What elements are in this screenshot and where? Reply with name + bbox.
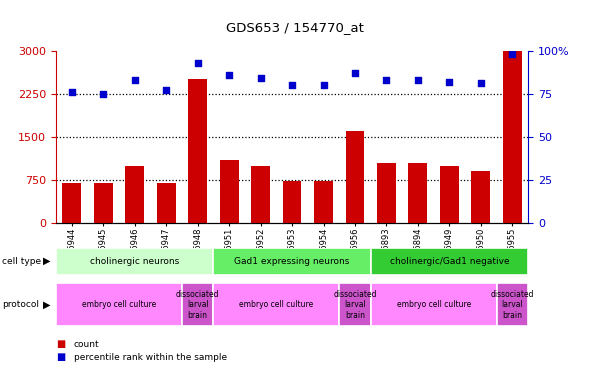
Text: Gad1 expressing neurons: Gad1 expressing neurons — [234, 256, 350, 265]
Bar — [182, 283, 214, 326]
Bar — [339, 283, 371, 326]
Bar — [440, 166, 459, 223]
Text: cell type: cell type — [2, 256, 41, 265]
Bar — [497, 283, 528, 326]
Bar — [346, 131, 365, 223]
Point — [224, 72, 234, 78]
Point — [445, 79, 454, 85]
Bar — [377, 163, 396, 223]
Text: protocol: protocol — [2, 300, 39, 309]
Text: dissociated
larval
brain: dissociated larval brain — [333, 290, 377, 320]
Text: ▶: ▶ — [44, 256, 51, 266]
Bar — [125, 166, 144, 223]
Bar — [214, 248, 371, 274]
Text: percentile rank within the sample: percentile rank within the sample — [74, 353, 227, 362]
Bar — [371, 248, 528, 274]
Point — [319, 82, 328, 88]
Bar — [251, 166, 270, 223]
Bar — [471, 171, 490, 223]
Point — [507, 51, 517, 57]
Point — [99, 91, 108, 97]
Bar — [157, 183, 176, 223]
Bar — [371, 283, 497, 326]
Point — [382, 77, 391, 83]
Bar — [56, 248, 214, 274]
Bar — [188, 80, 207, 223]
Bar — [503, 51, 522, 223]
Text: ■: ■ — [56, 352, 65, 362]
Point — [287, 82, 297, 88]
Text: embryo cell culture: embryo cell culture — [239, 300, 313, 309]
Point — [193, 60, 202, 66]
Bar — [408, 163, 427, 223]
Text: dissociated
larval
brain: dissociated larval brain — [490, 290, 534, 320]
Text: dissociated
larval
brain: dissociated larval brain — [176, 290, 219, 320]
Bar — [283, 181, 301, 223]
Point — [130, 77, 139, 83]
Point — [413, 77, 422, 83]
Text: embryo cell culture: embryo cell culture — [82, 300, 156, 309]
Bar — [94, 183, 113, 223]
Text: count: count — [74, 340, 99, 349]
Bar — [214, 283, 339, 326]
Text: embryo cell culture: embryo cell culture — [396, 300, 471, 309]
Text: cholinergic neurons: cholinergic neurons — [90, 256, 179, 265]
Text: cholinergic/Gad1 negative: cholinergic/Gad1 negative — [389, 256, 509, 265]
Point — [256, 75, 266, 81]
Point — [476, 80, 486, 86]
Bar — [314, 181, 333, 223]
Point — [67, 89, 77, 95]
Bar — [56, 283, 182, 326]
Point — [350, 70, 360, 76]
Bar — [63, 183, 81, 223]
Text: ■: ■ — [56, 339, 65, 349]
Text: GDS653 / 154770_at: GDS653 / 154770_at — [226, 21, 364, 34]
Bar — [219, 160, 238, 223]
Text: ▶: ▶ — [44, 300, 51, 310]
Point — [162, 87, 171, 93]
